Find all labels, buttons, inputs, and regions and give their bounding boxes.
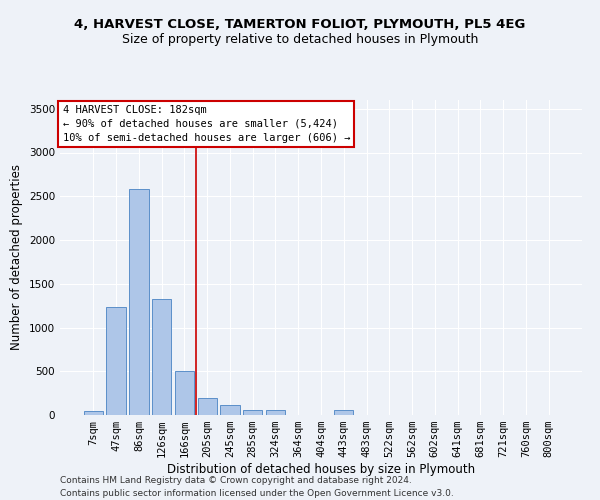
X-axis label: Distribution of detached houses by size in Plymouth: Distribution of detached houses by size … (167, 463, 475, 476)
Bar (197, 398, 217, 415)
Bar (129, 189, 149, 415)
Text: 4 HARVEST CLOSE: 182sqm
← 90% of detached houses are smaller (5,424)
10% of semi: 4 HARVEST CLOSE: 182sqm ← 90% of detache… (62, 104, 350, 142)
Text: 4, HARVEST CLOSE, TAMERTON FOLIOT, PLYMOUTH, PL5 4EG: 4, HARVEST CLOSE, TAMERTON FOLIOT, PLYMO… (74, 18, 526, 30)
Bar (334, 410, 353, 415)
Bar (175, 371, 194, 415)
Bar (106, 308, 126, 415)
Bar (243, 410, 262, 415)
Bar (266, 410, 285, 415)
Bar (220, 405, 239, 415)
Bar (84, 410, 103, 415)
Bar (152, 298, 172, 415)
Y-axis label: Number of detached properties: Number of detached properties (10, 164, 23, 350)
Text: Contains HM Land Registry data © Crown copyright and database right 2024.
Contai: Contains HM Land Registry data © Crown c… (60, 476, 454, 498)
Text: Size of property relative to detached houses in Plymouth: Size of property relative to detached ho… (122, 32, 478, 46)
